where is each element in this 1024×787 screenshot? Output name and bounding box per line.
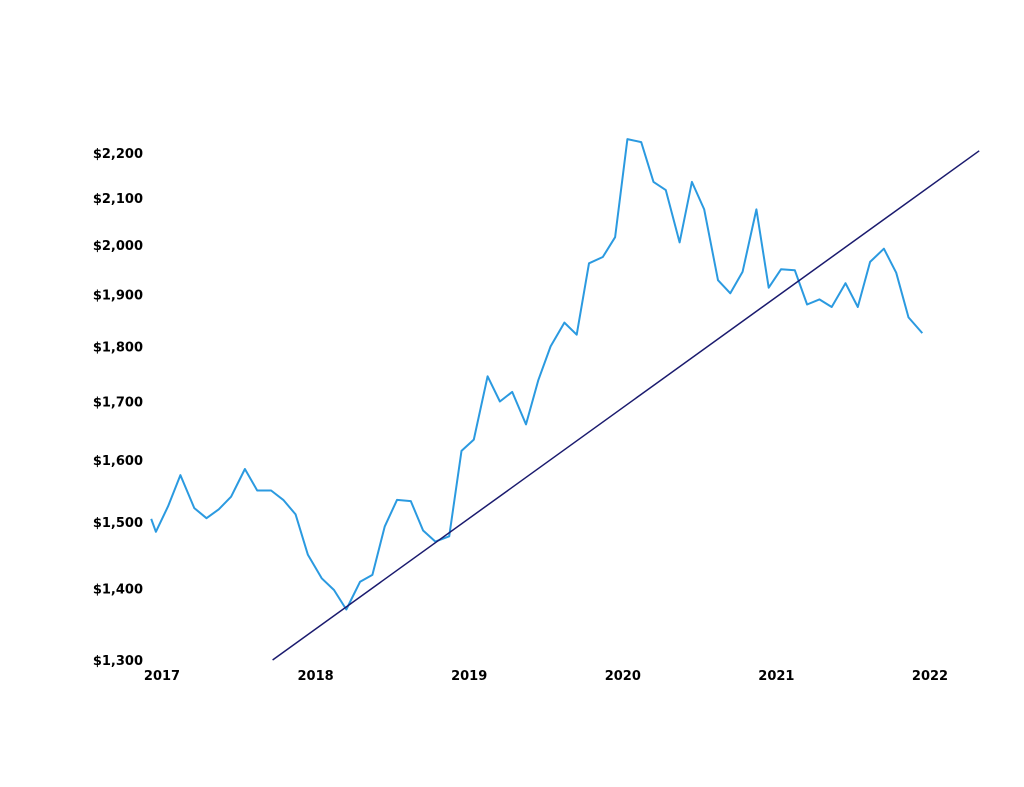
y-tick-label: $2,000 xyxy=(93,239,143,254)
x-tick-label: 2022 xyxy=(912,669,948,684)
y-axis-tick-labels: $1,300 $1,400 $1,500 $1,600 $1,700 $1,800 $1,9… xyxy=(93,147,143,669)
y-tick-label: $1,900 xyxy=(93,288,143,303)
series-layer xyxy=(150,138,980,661)
x-tick-label: 2021 xyxy=(758,669,794,684)
y-tick-label: $1,600 xyxy=(93,454,143,469)
y-tick-label: $1,800 xyxy=(93,340,143,355)
trend-line xyxy=(272,150,980,661)
price-series-line xyxy=(150,138,924,611)
x-tick-label: 2019 xyxy=(451,669,487,684)
x-tick-label: 2017 xyxy=(144,669,180,684)
y-tick-label: $1,700 xyxy=(93,395,143,410)
y-tick-label: $1,400 xyxy=(93,583,143,598)
y-tick-label: $2,200 xyxy=(93,147,143,162)
y-tick-label: $1,300 xyxy=(93,654,143,669)
x-axis-tick-labels: 2017 2018 2019 2020 2021 2022 xyxy=(144,669,948,684)
x-tick-label: 2018 xyxy=(298,669,334,684)
y-tick-label: $1,500 xyxy=(93,516,143,531)
y-tick-label: $2,100 xyxy=(93,192,143,207)
x-tick-label: 2020 xyxy=(605,669,641,684)
